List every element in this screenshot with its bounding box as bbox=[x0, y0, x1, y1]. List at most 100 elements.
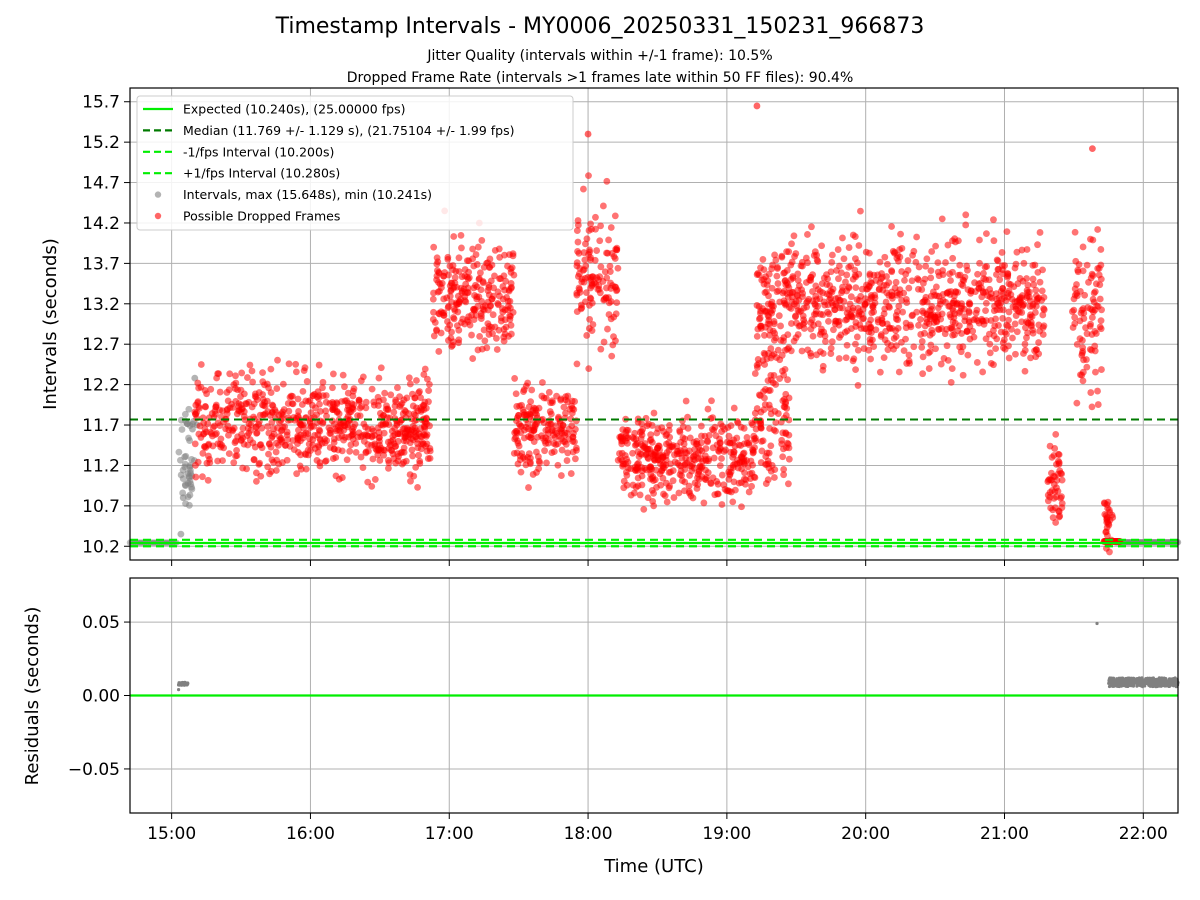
dropped-frame-point bbox=[581, 298, 589, 306]
top-y-tick-label: 10.7 bbox=[82, 497, 120, 517]
dropped-frame-point bbox=[338, 474, 346, 481]
dropped-frame-point bbox=[493, 334, 500, 342]
dropped-frame-point bbox=[255, 389, 263, 396]
dropped-frame-point bbox=[469, 355, 477, 362]
dropped-frame-point bbox=[1087, 389, 1095, 396]
dropped-frame-point bbox=[650, 450, 658, 458]
dropped-frame-point bbox=[1079, 337, 1086, 344]
dropped-frame-point bbox=[237, 393, 244, 400]
dropped-frame-point bbox=[307, 409, 315, 417]
dropped-frame-point bbox=[1027, 354, 1034, 362]
dropped-frame-point bbox=[611, 255, 619, 262]
dropped-frame-point bbox=[346, 447, 354, 455]
dropped-frame-point bbox=[1097, 325, 1105, 333]
dropped-frame-point bbox=[362, 398, 370, 406]
dropped-frame-point bbox=[409, 452, 416, 460]
dropped-frame-point bbox=[772, 256, 780, 264]
dropped-frame-point bbox=[909, 311, 916, 319]
dropped-frame-point bbox=[844, 306, 852, 313]
dropped-frame-point bbox=[403, 394, 411, 402]
dropped-frame-point bbox=[990, 361, 997, 369]
dropped-frame-point bbox=[1105, 506, 1113, 514]
dropped-frame-point bbox=[986, 285, 994, 293]
dropped-frame-point bbox=[858, 285, 866, 293]
dropped-frame-point bbox=[757, 322, 765, 330]
dropped-frame-point bbox=[766, 326, 774, 334]
dropped-frame-point bbox=[927, 292, 935, 300]
dropped-frame-point bbox=[408, 446, 416, 454]
dropped-frame-point bbox=[1094, 401, 1102, 408]
dropped-frame-point bbox=[533, 411, 541, 419]
dropped-frame-point bbox=[888, 223, 895, 230]
dropped-frame-point bbox=[647, 431, 655, 439]
dropped-frame-point bbox=[297, 465, 305, 473]
dropped-frame-point bbox=[541, 447, 548, 455]
dropped-frame-point bbox=[943, 342, 951, 350]
dropped-frame-point bbox=[993, 300, 1001, 308]
dropped-frame-point bbox=[780, 465, 788, 473]
dropped-frame-point bbox=[436, 287, 443, 295]
dropped-frame-point bbox=[444, 304, 452, 311]
dropped-frame-point bbox=[334, 446, 342, 454]
dropped-frame-point bbox=[753, 333, 761, 340]
dropped-frame-point bbox=[884, 260, 891, 268]
dropped-frame-point bbox=[557, 472, 565, 479]
dropped-frame-point bbox=[471, 292, 478, 299]
dropped-frame-point bbox=[239, 425, 247, 432]
interval-point bbox=[179, 475, 187, 483]
dropped-frame-point bbox=[1096, 295, 1104, 303]
dropped-frame-point bbox=[725, 475, 733, 483]
dropped-frame-point bbox=[1046, 493, 1054, 501]
dropped-frame-point bbox=[306, 435, 313, 443]
dropped-frame-point bbox=[789, 274, 797, 282]
dropped-frame-point bbox=[399, 425, 407, 433]
chart-subtitle-jitter: Jitter Quality (intervals within +/-1 fr… bbox=[427, 48, 773, 64]
dropped-frame-point bbox=[876, 368, 884, 376]
dropped-frame-point bbox=[699, 457, 706, 465]
dropped-frame-point bbox=[409, 390, 416, 398]
dropped-frame-point bbox=[839, 283, 846, 291]
top-y-tick-label: 15.7 bbox=[82, 93, 120, 113]
dropped-frame-point bbox=[744, 463, 752, 471]
dropped-frame-point bbox=[1098, 366, 1105, 373]
dropped-frame-point bbox=[405, 410, 413, 418]
dropped-frame-point bbox=[306, 419, 314, 427]
dropped-frame-point bbox=[723, 438, 731, 446]
dropped-frame-point bbox=[658, 466, 666, 474]
dropped-frame-point bbox=[1080, 315, 1088, 322]
top-y-axis-label: Intervals (seconds) bbox=[40, 238, 61, 410]
dropped-frame-point bbox=[816, 331, 824, 338]
dropped-frame-point bbox=[491, 246, 499, 254]
interval-point bbox=[186, 462, 194, 469]
dropped-frame-point bbox=[690, 452, 698, 460]
dropped-frame-point bbox=[948, 324, 956, 331]
dropped-frame-point bbox=[244, 374, 251, 381]
dropped-frame-point bbox=[845, 263, 853, 271]
dropped-frame-point bbox=[681, 435, 689, 443]
dropped-frame-point bbox=[196, 422, 204, 430]
dropped-frame-point bbox=[272, 467, 280, 474]
residual-point bbox=[1170, 683, 1174, 687]
dropped-frame-point bbox=[642, 414, 650, 422]
dropped-frame-point bbox=[329, 370, 337, 378]
dropped-frame-point bbox=[465, 313, 473, 320]
dropped-frame-point bbox=[753, 102, 761, 110]
dropped-frame-point bbox=[707, 480, 715, 488]
legend-entry: Median (11.769 +/- 1.129 s), (21.75104 +… bbox=[183, 123, 514, 138]
dropped-frame-point bbox=[283, 431, 291, 439]
dropped-frame-point bbox=[962, 211, 970, 219]
dropped-frame-point bbox=[827, 268, 835, 276]
dropped-frame-point bbox=[982, 276, 990, 284]
dropped-frame-point bbox=[314, 431, 322, 439]
dropped-frame-point bbox=[941, 330, 949, 338]
dropped-frame-point bbox=[855, 270, 863, 278]
dropped-frame-point bbox=[603, 177, 611, 185]
dropped-frame-point bbox=[1016, 275, 1024, 282]
dropped-frame-point bbox=[828, 299, 836, 307]
dropped-frame-point bbox=[574, 273, 582, 280]
dropped-frame-point bbox=[770, 336, 778, 344]
dropped-frame-point bbox=[952, 238, 959, 246]
dropped-frame-point bbox=[250, 400, 258, 408]
dropped-frame-point bbox=[408, 426, 416, 434]
dropped-frame-point bbox=[1089, 145, 1096, 153]
